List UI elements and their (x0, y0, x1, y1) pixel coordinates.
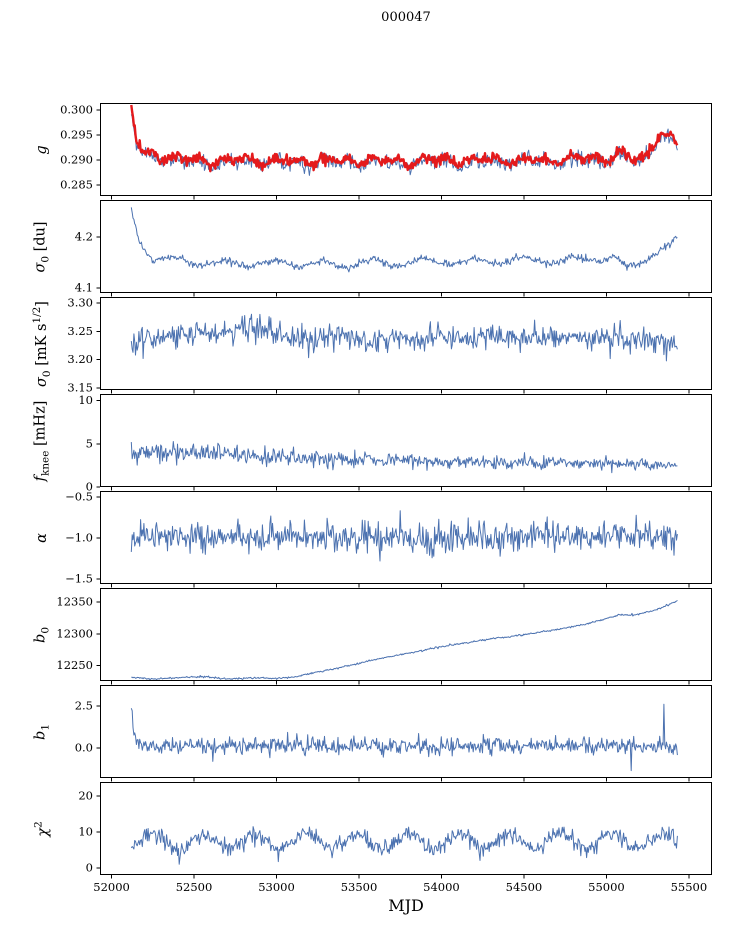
series-g-overlay (130, 104, 679, 173)
x-ticks-g (111, 196, 690, 200)
y-tick-label: 3.15 (67, 381, 93, 395)
x-ticks-b0 (111, 681, 690, 685)
y-tick-label: 3.25 (67, 324, 93, 338)
x-tick-label: 55000 (588, 880, 625, 894)
panel-chi2: χ2 0 10 20 52000 52500 53000 53500 54000 54500 550… (0, 782, 729, 894)
axes-frame (100, 394, 712, 487)
y-ticks-fknee: 0 5 10 (78, 393, 100, 494)
axes-frame (100, 685, 712, 778)
y-tick-label: 5 (86, 436, 93, 450)
y-tick-label: 3.30 (67, 296, 93, 310)
y-tick-label: 0.285 (60, 178, 93, 192)
y-tick-label: 0.0 (75, 740, 93, 754)
plot-area-g: 0.285 0.290 0.295 0.300 (60, 103, 712, 200)
axes-frame (100, 491, 712, 584)
axes-frame (100, 297, 712, 390)
plot-area-chi2: 0 10 20 52000 52500 53000 53500 54000 54500 55000… (78, 782, 712, 894)
plot-area-sigma0-du: 4.1 4.2 (75, 200, 712, 297)
panel-alpha: α −1.5 −1.0 −0.5 (0, 489, 729, 588)
panel-g: g 0.285 0.290 0.295 0.300 (0, 103, 729, 200)
y-tick-label: 4.2 (75, 229, 93, 243)
y-tick-label: −1.5 (65, 572, 93, 586)
panel-b1: b1 0.0 2.5 (0, 685, 729, 782)
series-fknee (130, 441, 678, 474)
y-axis-label-alpha: α (34, 532, 50, 543)
series-b0 (131, 599, 678, 681)
y-tick-label: 12300 (56, 626, 93, 640)
plot-area-fknee: 0 5 10 (78, 393, 712, 494)
y-ticks-chi2: 0 10 20 (78, 789, 100, 875)
y-axis-label-sigma0-mk: σ0 [mK s1/2] (31, 300, 53, 387)
plot-area-b0: 12250 12300 12350 (56, 588, 712, 685)
x-ticks-fknee (111, 487, 690, 491)
y-tick-label: −1.0 (65, 530, 93, 544)
series-alpha (130, 510, 678, 562)
x-tick-label: 55500 (671, 880, 708, 894)
y-tick-label: 10 (78, 393, 93, 407)
axes-frame (100, 200, 712, 293)
y-tick-label: 2.5 (75, 698, 93, 712)
x-ticks-chi2: 52000 52500 53000 53500 54000 54500 55000 55500 (93, 875, 707, 894)
y-tick-label: 0.290 (60, 153, 93, 167)
y-tick-label: −0.5 (65, 489, 93, 503)
series-sigma0-du (130, 207, 678, 273)
panel-b0: b0 12250 12300 12350 (0, 588, 729, 685)
panel-sigma0-mk: σ0 [mK s1/2] 3.15 3.20 3.25 3.30 (0, 296, 729, 395)
x-ticks-sigma0-du (111, 293, 690, 297)
y-ticks-alpha: −1.5 −1.0 −0.5 (65, 489, 100, 586)
y-tick-label: 0.295 (60, 128, 93, 142)
y-axis-label-g: g (34, 144, 50, 155)
y-axis-label-fknee: fknee [mHz] (32, 400, 52, 481)
y-ticks-b0: 12250 12300 12350 (56, 595, 100, 672)
plot-area-b1: 0.0 2.5 (75, 685, 712, 782)
x-ticks-sigma0-mk (111, 390, 690, 394)
x-tick-label: 53500 (341, 880, 378, 894)
y-ticks-sigma0-mk: 3.15 3.20 3.25 3.30 (67, 296, 100, 395)
x-tick-label: 54000 (423, 880, 460, 894)
y-tick-label: 0.300 (60, 103, 93, 117)
y-axis-label-b0: b0 (32, 626, 52, 643)
y-tick-label: 0 (86, 861, 93, 875)
axes-frame (100, 782, 712, 875)
panel-sigma0-du: σ0 [du] 4.1 4.2 (0, 200, 729, 297)
x-tick-label: 52000 (93, 880, 130, 894)
y-axis-label-chi2: χ2 (32, 820, 52, 837)
x-axis-label: MJD (388, 896, 424, 915)
y-tick-label: 12350 (56, 595, 93, 609)
x-ticks-alpha (111, 584, 690, 588)
axes-frame (100, 103, 712, 196)
y-ticks-sigma0-du: 4.1 4.2 (75, 229, 100, 294)
panel-fknee: fknee [mHz] 0 5 10 (0, 393, 729, 494)
x-tick-label: 53000 (258, 880, 295, 894)
axes-frame (100, 588, 712, 681)
x-tick-label: 52500 (176, 880, 213, 894)
y-tick-label: 12250 (56, 658, 93, 672)
x-ticks-b1 (111, 778, 690, 782)
chart-title: 000047 (381, 10, 431, 25)
y-tick-label: 0 (86, 480, 93, 494)
y-tick-label: 10 (78, 825, 93, 839)
y-tick-label: 20 (78, 789, 93, 803)
y-ticks-g: 0.285 0.290 0.295 0.300 (60, 103, 100, 192)
series-sigma0-mk (130, 313, 678, 362)
y-axis-label-sigma0-du: σ0 [du] (32, 220, 52, 273)
y-ticks-b1: 0.0 2.5 (75, 698, 100, 754)
y-axis-label-b1: b1 (32, 723, 52, 740)
series-b1 (130, 703, 678, 772)
plot-area-sigma0-mk: 3.15 3.20 3.25 3.30 (67, 296, 712, 395)
series-chi2 (130, 826, 678, 865)
plot-area-alpha: −1.5 −1.0 −0.5 (65, 489, 712, 588)
x-tick-label: 54500 (506, 880, 543, 894)
y-tick-label: 3.20 (67, 352, 93, 366)
y-tick-label: 4.1 (75, 280, 93, 294)
